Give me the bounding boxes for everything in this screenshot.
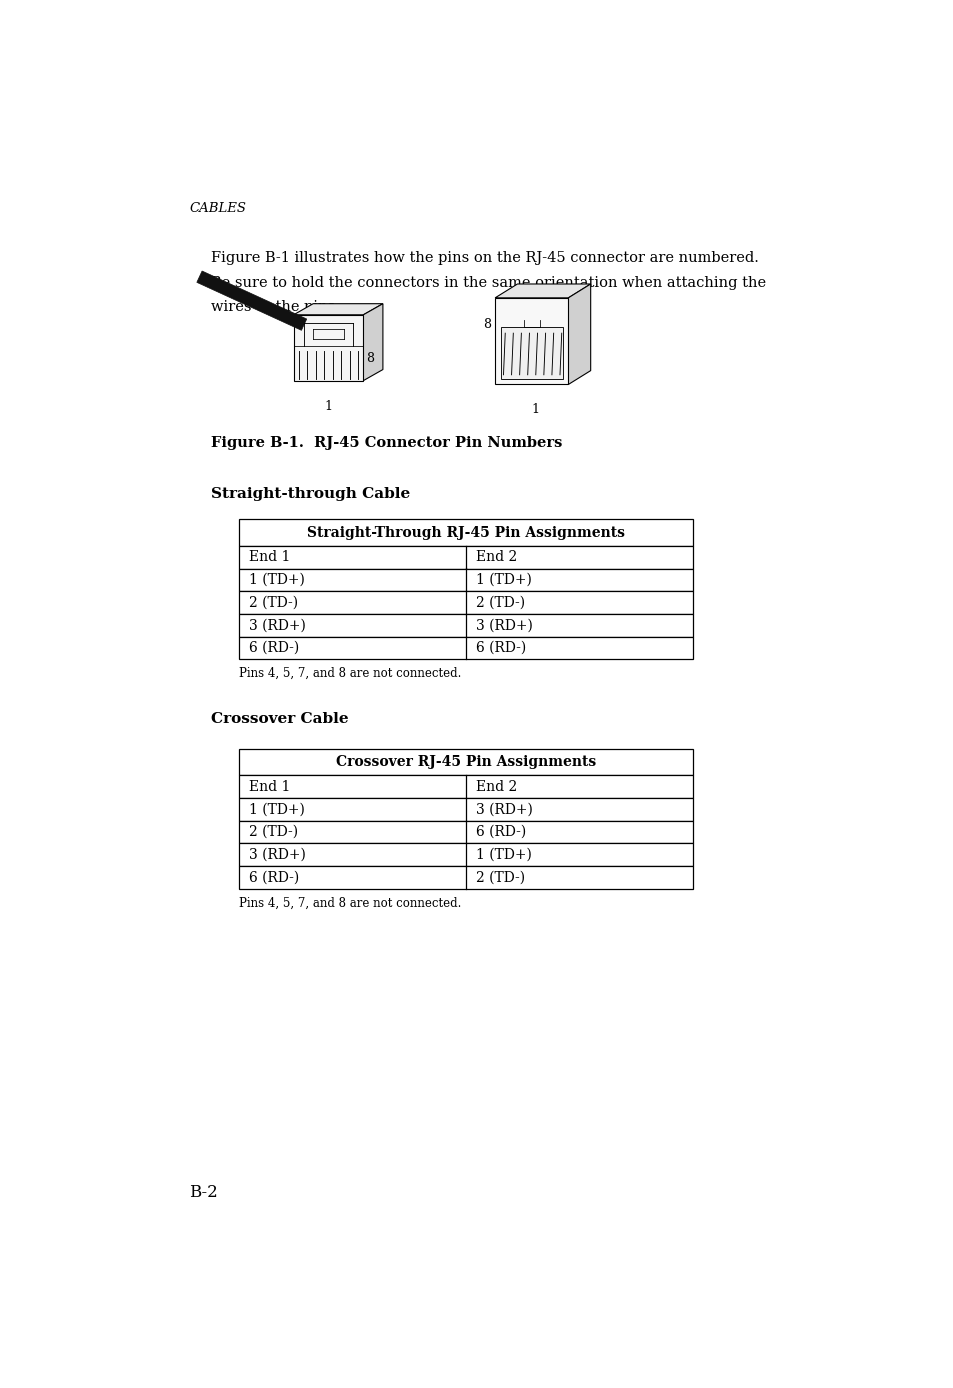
Text: 1: 1 [531,403,538,416]
Text: 6 (RD-): 6 (RD-) [249,870,299,884]
Text: 3 (RD+): 3 (RD+) [476,802,533,816]
Bar [239,591,692,613]
Text: CABLES: CABLES [189,203,246,215]
Bar [239,798,692,820]
Text: 6 (RD-): 6 (RD-) [249,641,299,655]
Text: Pins 4, 5, 7, and 8 are not connected.: Pins 4, 5, 7, and 8 are not connected. [239,897,461,909]
Text: 2 (TD-): 2 (TD-) [249,824,298,838]
Text: 1 (TD+): 1 (TD+) [476,848,532,862]
Bar [239,613,692,637]
Text: 2 (TD-): 2 (TD-) [476,870,525,884]
Polygon shape [196,271,307,330]
Text: End 1: End 1 [249,780,291,794]
Text: wires to the pins.: wires to the pins. [211,300,339,314]
Bar [500,328,562,379]
Polygon shape [363,304,382,380]
Bar [239,519,692,545]
Text: 3 (RD+): 3 (RD+) [249,618,306,633]
Text: Figure B-1 illustrates how the pins on the RJ-45 connector are numbered.: Figure B-1 illustrates how the pins on t… [211,251,758,265]
Bar [239,820,692,844]
Text: 1 (TD+): 1 (TD+) [476,573,532,587]
Text: 2 (TD-): 2 (TD-) [476,595,525,609]
Text: 8: 8 [366,353,374,365]
Text: 6 (RD-): 6 (RD-) [476,824,526,838]
Text: End 2: End 2 [476,780,517,794]
Text: 2 (TD-): 2 (TD-) [249,595,298,609]
Polygon shape [568,285,590,384]
Text: Straight-Through RJ-45 Pin Assignments: Straight-Through RJ-45 Pin Assignments [307,526,624,540]
Polygon shape [294,304,382,315]
Bar [239,545,692,569]
Text: 3 (RD+): 3 (RD+) [476,618,533,633]
Text: Be sure to hold the connectors in the same orientation when attaching the: Be sure to hold the connectors in the sa… [211,275,765,290]
Text: 8: 8 [482,318,491,332]
Text: Crossover Cable: Crossover Cable [211,712,348,726]
Text: End 2: End 2 [476,550,517,564]
Polygon shape [294,315,363,380]
Bar [239,844,692,866]
Text: Straight-through Cable: Straight-through Cable [211,487,410,501]
Polygon shape [495,285,590,298]
Text: 1 (TD+): 1 (TD+) [249,573,305,587]
Text: 1: 1 [324,400,333,414]
Bar [239,748,692,776]
Text: 6 (RD-): 6 (RD-) [476,641,526,655]
Text: End 1: End 1 [249,550,291,564]
Text: 3 (RD+): 3 (RD+) [249,848,306,862]
Text: Crossover RJ-45 Pin Assignments: Crossover RJ-45 Pin Assignments [335,755,596,769]
Text: B-2: B-2 [189,1184,217,1201]
Text: Pins 4, 5, 7, and 8 are not connected.: Pins 4, 5, 7, and 8 are not connected. [239,668,461,680]
Polygon shape [495,298,568,384]
Bar [239,569,692,591]
Text: 1 (TD+): 1 (TD+) [249,802,305,816]
Bar [239,866,692,888]
Bar [239,637,692,659]
Bar [239,776,692,798]
Text: Figure B-1.  RJ-45 Connector Pin Numbers: Figure B-1. RJ-45 Connector Pin Numbers [211,436,561,450]
